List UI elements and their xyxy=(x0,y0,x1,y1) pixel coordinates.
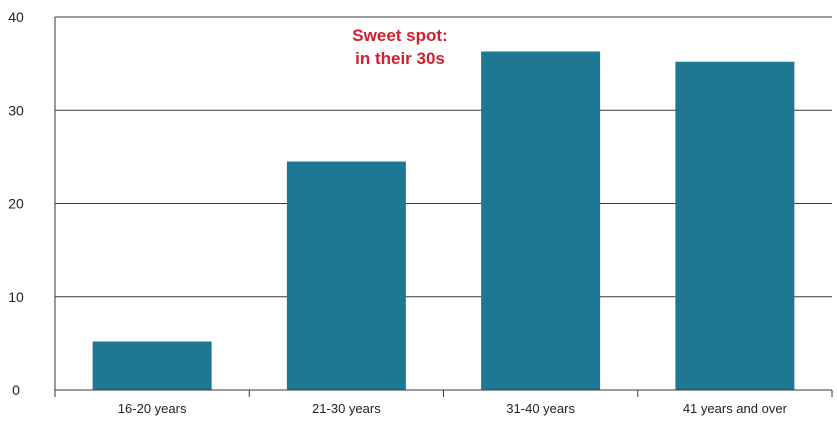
y-tick-label: 30 xyxy=(8,102,24,118)
x-tick-label: 31-40 years xyxy=(506,401,575,416)
bar-0 xyxy=(92,341,212,390)
y-tick-label: 40 xyxy=(8,9,24,25)
y-tick-label: 0 xyxy=(12,382,20,398)
y-tick-labels: 0 10 20 30 40 xyxy=(8,9,24,398)
x-tick-label: 21-30 years xyxy=(312,401,381,416)
bars xyxy=(92,51,795,390)
x-tick-label: 16-20 years xyxy=(118,401,187,416)
annotation: Sweet spot: in their 30s xyxy=(352,26,447,68)
y-tick-label: 20 xyxy=(8,196,24,212)
annotation-line-0: Sweet spot: xyxy=(352,26,447,45)
bar-3 xyxy=(675,61,795,390)
bar-2 xyxy=(481,51,601,390)
axes xyxy=(54,16,833,397)
x-tick-label: 41 years and over xyxy=(683,401,788,416)
bar-1 xyxy=(286,161,406,390)
x-tick-labels: 16-20 years 21-30 years 31-40 years 41 year… xyxy=(118,401,788,416)
y-tick-label: 10 xyxy=(8,289,24,305)
annotation-line-1: in their 30s xyxy=(355,49,445,68)
